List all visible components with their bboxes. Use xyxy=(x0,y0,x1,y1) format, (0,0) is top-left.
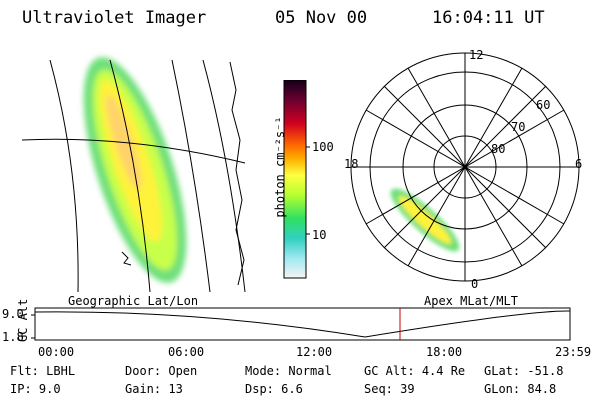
mlt-label-0: 0 xyxy=(471,277,479,291)
altitude-ytick-1-8: 1.8 xyxy=(2,330,24,344)
time-tick-18: 18:00 xyxy=(426,345,463,359)
time-tick-06: 06:00 xyxy=(168,345,205,359)
aurora-blob-polar xyxy=(390,188,460,252)
altitude-ytick-9: 9.0 xyxy=(2,307,24,321)
colorbar-tick-100: 100 xyxy=(312,140,334,154)
longitude-line xyxy=(171,59,211,292)
info-seq: Seq: 39 xyxy=(364,382,415,396)
altitude-curve xyxy=(34,310,571,338)
colorbar-unit-label: photon cm⁻²s⁻¹ xyxy=(273,116,287,218)
mlt-label-12: 12 xyxy=(469,48,484,62)
polar-plot xyxy=(350,52,580,282)
longitude-line xyxy=(202,59,246,292)
altitude-plot xyxy=(31,307,571,341)
frame-label-geographic: Geographic Lat/Lon xyxy=(68,294,199,308)
info-mode: Mode: Normal xyxy=(245,364,332,378)
time-tick-00: 00:00 xyxy=(38,345,75,359)
lat-label-80: 80 xyxy=(491,142,506,156)
info-gain: Gain: 13 xyxy=(125,382,183,396)
lat-label-60: 60 xyxy=(536,98,551,112)
frame-label-apex: Apex MLat/MLT xyxy=(424,294,518,308)
info-door: Door: Open xyxy=(125,364,198,378)
longitude-line xyxy=(109,59,151,292)
info-dsp: Dsp: 6.6 xyxy=(245,382,303,396)
latitude-line xyxy=(21,138,246,164)
mlt-label-18: 18 xyxy=(344,157,359,171)
longitude-line xyxy=(49,59,79,292)
info-ip: IP: 9.0 xyxy=(10,382,61,396)
time-tick-2359: 23:59 xyxy=(555,345,592,359)
date-label: 05 Nov 00 xyxy=(275,8,368,28)
time-tick-12: 12:00 xyxy=(296,345,333,359)
geographic-image xyxy=(21,57,246,292)
colorbar xyxy=(283,80,310,279)
info-glon: GLon: 84.8 xyxy=(484,382,557,396)
instrument-title: Ultraviolet Imager xyxy=(22,8,207,28)
lat-label-70: 70 xyxy=(511,120,526,134)
aurora-blob-geographic xyxy=(83,57,187,283)
info-glat: GLat: -51.8 xyxy=(484,364,564,378)
time-label: 16:04:11 UT xyxy=(432,8,545,28)
colorbar-tick-10: 10 xyxy=(312,228,327,242)
coastline xyxy=(229,61,245,286)
mlt-label-6: 6 xyxy=(575,157,583,171)
info-flt: Flt: LBHL xyxy=(10,364,76,378)
info-gc-alt: GC Alt: 4.4 Re xyxy=(364,364,466,378)
island-outline xyxy=(121,251,132,266)
